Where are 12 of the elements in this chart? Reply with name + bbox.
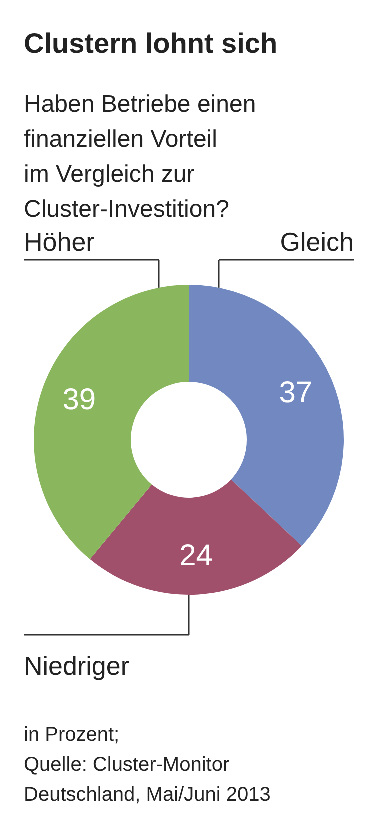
chart-subtitle: Haben Betriebe einen finanziellen Vorteil im Vergleich zur Cluster-Investition? xyxy=(24,91,256,223)
slice-label: Gleich xyxy=(280,227,354,257)
chart-title: Clustern lohnt sich xyxy=(24,28,278,59)
slice-label: Niedriger xyxy=(24,651,130,681)
slice-label: Höher xyxy=(24,227,96,257)
data-label: 24 xyxy=(180,539,214,572)
data-label: 37 xyxy=(279,376,313,410)
text: in Prozent; xyxy=(24,724,120,746)
data-label: 39 xyxy=(62,384,96,417)
donut-slice xyxy=(90,480,302,595)
donut-slice xyxy=(189,285,344,546)
source-note: Quelle: Cluster-Monitor Deutschland, Mai/Juni 2013 xyxy=(24,754,271,806)
